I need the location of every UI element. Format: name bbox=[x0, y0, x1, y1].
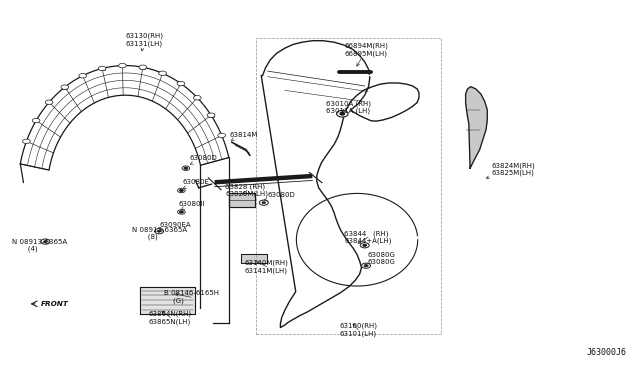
Circle shape bbox=[364, 264, 368, 267]
Text: 63090EA: 63090EA bbox=[159, 222, 191, 231]
Text: 63080II: 63080II bbox=[178, 201, 205, 209]
Circle shape bbox=[45, 100, 53, 105]
Circle shape bbox=[340, 112, 345, 115]
Text: 63080E: 63080E bbox=[182, 179, 209, 188]
Circle shape bbox=[159, 71, 166, 76]
Text: 63828 (RH)
63829M(LH): 63828 (RH) 63829M(LH) bbox=[225, 183, 269, 198]
Text: 63080D: 63080D bbox=[189, 155, 217, 164]
Circle shape bbox=[118, 63, 126, 68]
Circle shape bbox=[99, 66, 106, 71]
Bar bbox=[100, 67, 105, 70]
Text: 63080D: 63080D bbox=[264, 192, 296, 201]
Polygon shape bbox=[241, 254, 267, 263]
Circle shape bbox=[207, 113, 215, 118]
Circle shape bbox=[179, 211, 183, 213]
Circle shape bbox=[157, 230, 161, 232]
Circle shape bbox=[61, 85, 68, 89]
Text: 63100(RH)
63101(LH): 63100(RH) 63101(LH) bbox=[339, 323, 377, 337]
Text: 63010A (RH)
63011A (LH): 63010A (RH) 63011A (LH) bbox=[326, 100, 371, 115]
Text: FRONT: FRONT bbox=[41, 301, 69, 307]
Circle shape bbox=[360, 243, 369, 248]
Circle shape bbox=[337, 110, 348, 117]
Text: N 08913-6365A
       (4): N 08913-6365A (4) bbox=[12, 238, 67, 252]
Text: J63000J6: J63000J6 bbox=[586, 348, 627, 357]
Circle shape bbox=[259, 200, 268, 205]
Circle shape bbox=[177, 81, 185, 86]
Circle shape bbox=[177, 210, 185, 214]
Circle shape bbox=[32, 118, 40, 123]
Circle shape bbox=[22, 139, 30, 144]
Circle shape bbox=[182, 166, 189, 170]
Bar bbox=[179, 82, 184, 85]
Circle shape bbox=[139, 65, 147, 70]
Circle shape bbox=[363, 244, 367, 246]
Circle shape bbox=[218, 133, 225, 138]
Circle shape bbox=[193, 96, 201, 100]
Circle shape bbox=[41, 239, 50, 244]
Circle shape bbox=[79, 74, 86, 78]
Bar bbox=[62, 86, 67, 89]
Text: N 08913-6365A
       (8): N 08913-6365A (8) bbox=[132, 227, 187, 240]
Circle shape bbox=[44, 240, 47, 243]
Text: 63824M(RH)
63825M(LH): 63824M(RH) 63825M(LH) bbox=[486, 162, 535, 179]
Text: 63864N(RH)
63865N(LH): 63864N(RH) 63865N(LH) bbox=[149, 311, 192, 324]
Text: 63080G
63080G: 63080G 63080G bbox=[365, 252, 396, 266]
Circle shape bbox=[179, 189, 183, 192]
Bar bbox=[140, 66, 145, 69]
Text: 66894M(RH)
66895M(LH): 66894M(RH) 66895M(LH) bbox=[344, 43, 388, 66]
Polygon shape bbox=[229, 193, 255, 207]
Bar bbox=[209, 114, 214, 117]
Circle shape bbox=[155, 229, 164, 234]
Polygon shape bbox=[140, 287, 195, 314]
Circle shape bbox=[262, 202, 266, 204]
Circle shape bbox=[177, 188, 185, 193]
Text: 63844   (RH)
63844+A(LH): 63844 (RH) 63844+A(LH) bbox=[344, 230, 392, 244]
Circle shape bbox=[362, 263, 371, 268]
Text: 63130(RH)
63131(LH): 63130(RH) 63131(LH) bbox=[125, 33, 163, 51]
Text: 63814M: 63814M bbox=[229, 132, 258, 141]
Circle shape bbox=[184, 167, 188, 169]
Text: 63140M(RH)
63141M(LH): 63140M(RH) 63141M(LH) bbox=[244, 260, 289, 274]
Polygon shape bbox=[466, 87, 487, 168]
Text: B 08146-6165H
    (G): B 08146-6165H (G) bbox=[164, 291, 218, 304]
